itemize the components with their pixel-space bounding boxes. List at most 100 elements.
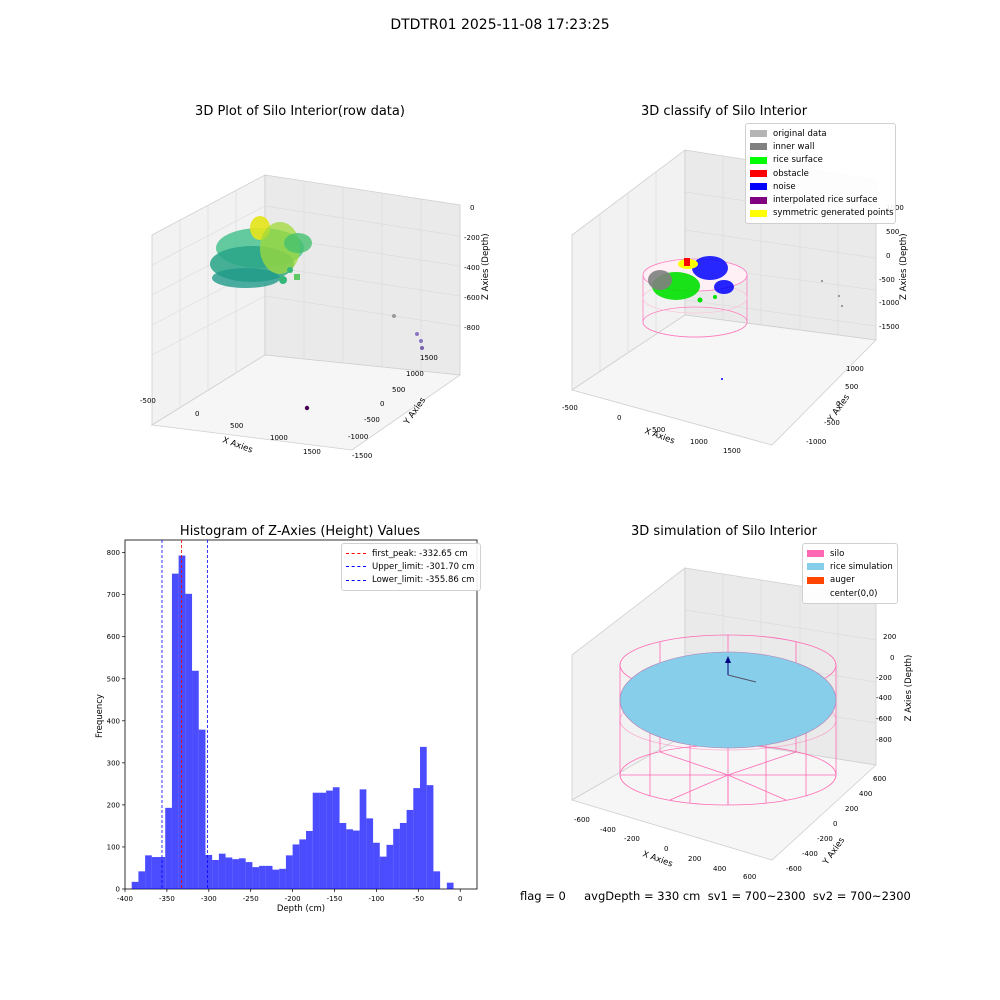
histogram-xlabel: Depth (cm) [277,904,325,914]
legend-label: obstacle [773,168,809,179]
sim-ztick: -800 [876,736,892,744]
histogram-ylabel: Frequency [95,694,105,738]
raw-xtick: 0 [195,410,199,418]
x-tick-label: -100 [368,895,384,903]
histogram-bar [326,790,333,889]
histogram-bar [272,869,280,889]
y-tick-label: 400 [107,717,120,725]
histogram-bar [433,871,441,889]
classify-ztick: 500 [886,228,899,236]
legend-entry: silo [807,547,893,560]
sim-xtick: 200 [688,855,701,863]
raw-ytick: -1000 [348,433,368,441]
x-tick-label: -200 [285,895,301,903]
histogram-bar [178,555,186,889]
legend-entry: noise [750,180,891,193]
sim-xtick: -600 [574,816,590,824]
histogram-bar [420,746,427,889]
legend-entry: auger [807,574,893,587]
classify-zlabel: Z Axies (Depth) [899,233,909,300]
classify-ytick: 1000 [846,365,864,373]
classify-xtick: 1500 [723,447,741,455]
classify-ztick: -500 [879,276,895,284]
raw-ztick: -800 [464,324,480,332]
legend-swatch [750,156,767,164]
histogram-bar [252,867,260,889]
classify-legend: original data inner wall rice surface ob… [745,123,896,225]
y-tick-label: 0 [116,886,120,894]
histogram-x-ticks: -400 -350 -300 -250 -200 -150 -100 -50 0 [117,889,462,903]
classify-ztick: 0 [886,252,890,260]
legend-swatch [750,183,767,191]
histogram-bar [339,822,347,889]
legend-swatch [750,130,767,138]
classify-point-cloud [642,256,843,380]
legend-entry: obstacle [750,167,891,180]
sim-ytick: -200 [817,835,833,843]
x-tick-label: 0 [458,895,462,903]
legend-swatch [750,143,767,151]
y-tick-label: 200 [107,801,120,809]
histogram-bar [312,792,320,889]
histogram-bar [151,857,159,889]
sim-ztick: 200 [883,633,896,641]
raw-xtick: 1500 [303,448,321,456]
sim-xtick: -200 [624,835,640,843]
raw-xtick: 500 [230,422,243,430]
histogram-bar [232,859,239,889]
histogram-reference-lines [161,540,208,889]
histogram-bars [131,555,454,889]
x-tick-label: -250 [243,895,259,903]
legend-entry: Lower_limit: -355.86 cm [346,574,476,587]
legend-entry: Upper_limit: -301.70 cm [346,560,476,573]
histogram-bar [393,828,400,889]
center-arrow-icon [725,656,731,663]
y-tick-label: 300 [107,759,120,767]
histogram-bar [279,868,286,889]
legend-swatch [807,576,824,584]
histogram-bar [265,865,273,889]
histogram-legend: first_peak: -332.65 cm Upper_limit: -301… [341,543,481,591]
sim-ytick: 200 [845,805,858,813]
classify-ytick: 0 [836,400,840,408]
classify-xtick: 1000 [690,438,708,446]
sim-ztick: 0 [890,654,894,662]
classify-plot-title: 3D classify of Silo Interior [640,104,808,119]
sim-xtick: -400 [600,826,616,834]
histogram-bar [299,839,307,889]
histogram-bar [245,862,253,889]
x-tick-label: -300 [201,895,217,903]
auger [727,674,757,683]
silo-rim [619,651,837,749]
raw-ytick: -1500 [352,452,372,460]
raw-ztick: 0 [470,204,474,212]
histogram-bar [406,809,414,889]
raw-ztick: -600 [464,294,480,302]
y-tick-label: 700 [107,591,120,599]
classify-xtick: -500 [562,404,578,412]
histogram-bar [413,788,421,889]
status-line: flag = 0 avgDepth = 330 cm sv1 = 700~230… [520,889,911,903]
legend-entry: symmetric generated points [750,207,894,220]
legend-label: inner wall [773,141,815,152]
legend-swatch [750,209,767,217]
histogram-y-ticks: 0 100 200 300 400 500 600 700 800 [107,549,125,894]
histogram-title: Histogram of Z-Axies (Height) Values [179,524,421,539]
legend-swatch [750,196,767,204]
raw-3d-plot: -500 0 500 1000 1500 1500 1000 500 0 -50… [140,174,490,460]
histogram-bar [212,859,219,889]
classify-ytick: 500 [845,383,858,391]
classify-ytick: -1000 [806,438,826,446]
legend-label: rice simulation [830,561,893,572]
legend-label: Upper_limit: -301.70 cm [372,561,475,572]
histogram-bar [366,818,374,889]
histogram-bar [138,871,146,889]
raw-point-cloud [210,216,424,411]
simulation-legend: silo rice simulation auger center(0,0) [802,543,898,605]
y-tick-label: 600 [107,633,120,641]
histogram-bar [332,787,340,889]
raw-ytick: 1500 [420,354,438,362]
legend-label: interpolated rice surface [773,195,878,206]
legend-entry: rice simulation [807,560,893,573]
histogram-bar [238,858,246,889]
